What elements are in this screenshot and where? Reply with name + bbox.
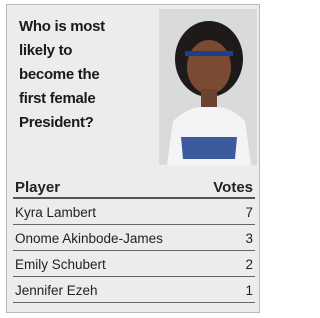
player-name: Kyra Lambert [13,198,201,225]
question: Who is most likely to become the first f… [19,15,123,135]
player-name: Onome Akinbode-James [13,225,201,251]
vote-count: 1 [201,277,255,303]
header-cell: Votes [201,177,255,198]
vote-count: 2 [201,251,255,277]
poll-card: Who is most likely to become the first f… [6,4,260,313]
header-cell: Player [13,177,201,198]
vote-count: 3 [201,225,255,251]
page: Who is most likely to become the first f… [0,0,266,318]
player-photo [159,9,257,165]
player-name: Jennifer Ezeh [13,277,201,303]
vote-count: 7 [201,198,255,225]
player-name: Emily Schubert [13,251,201,277]
